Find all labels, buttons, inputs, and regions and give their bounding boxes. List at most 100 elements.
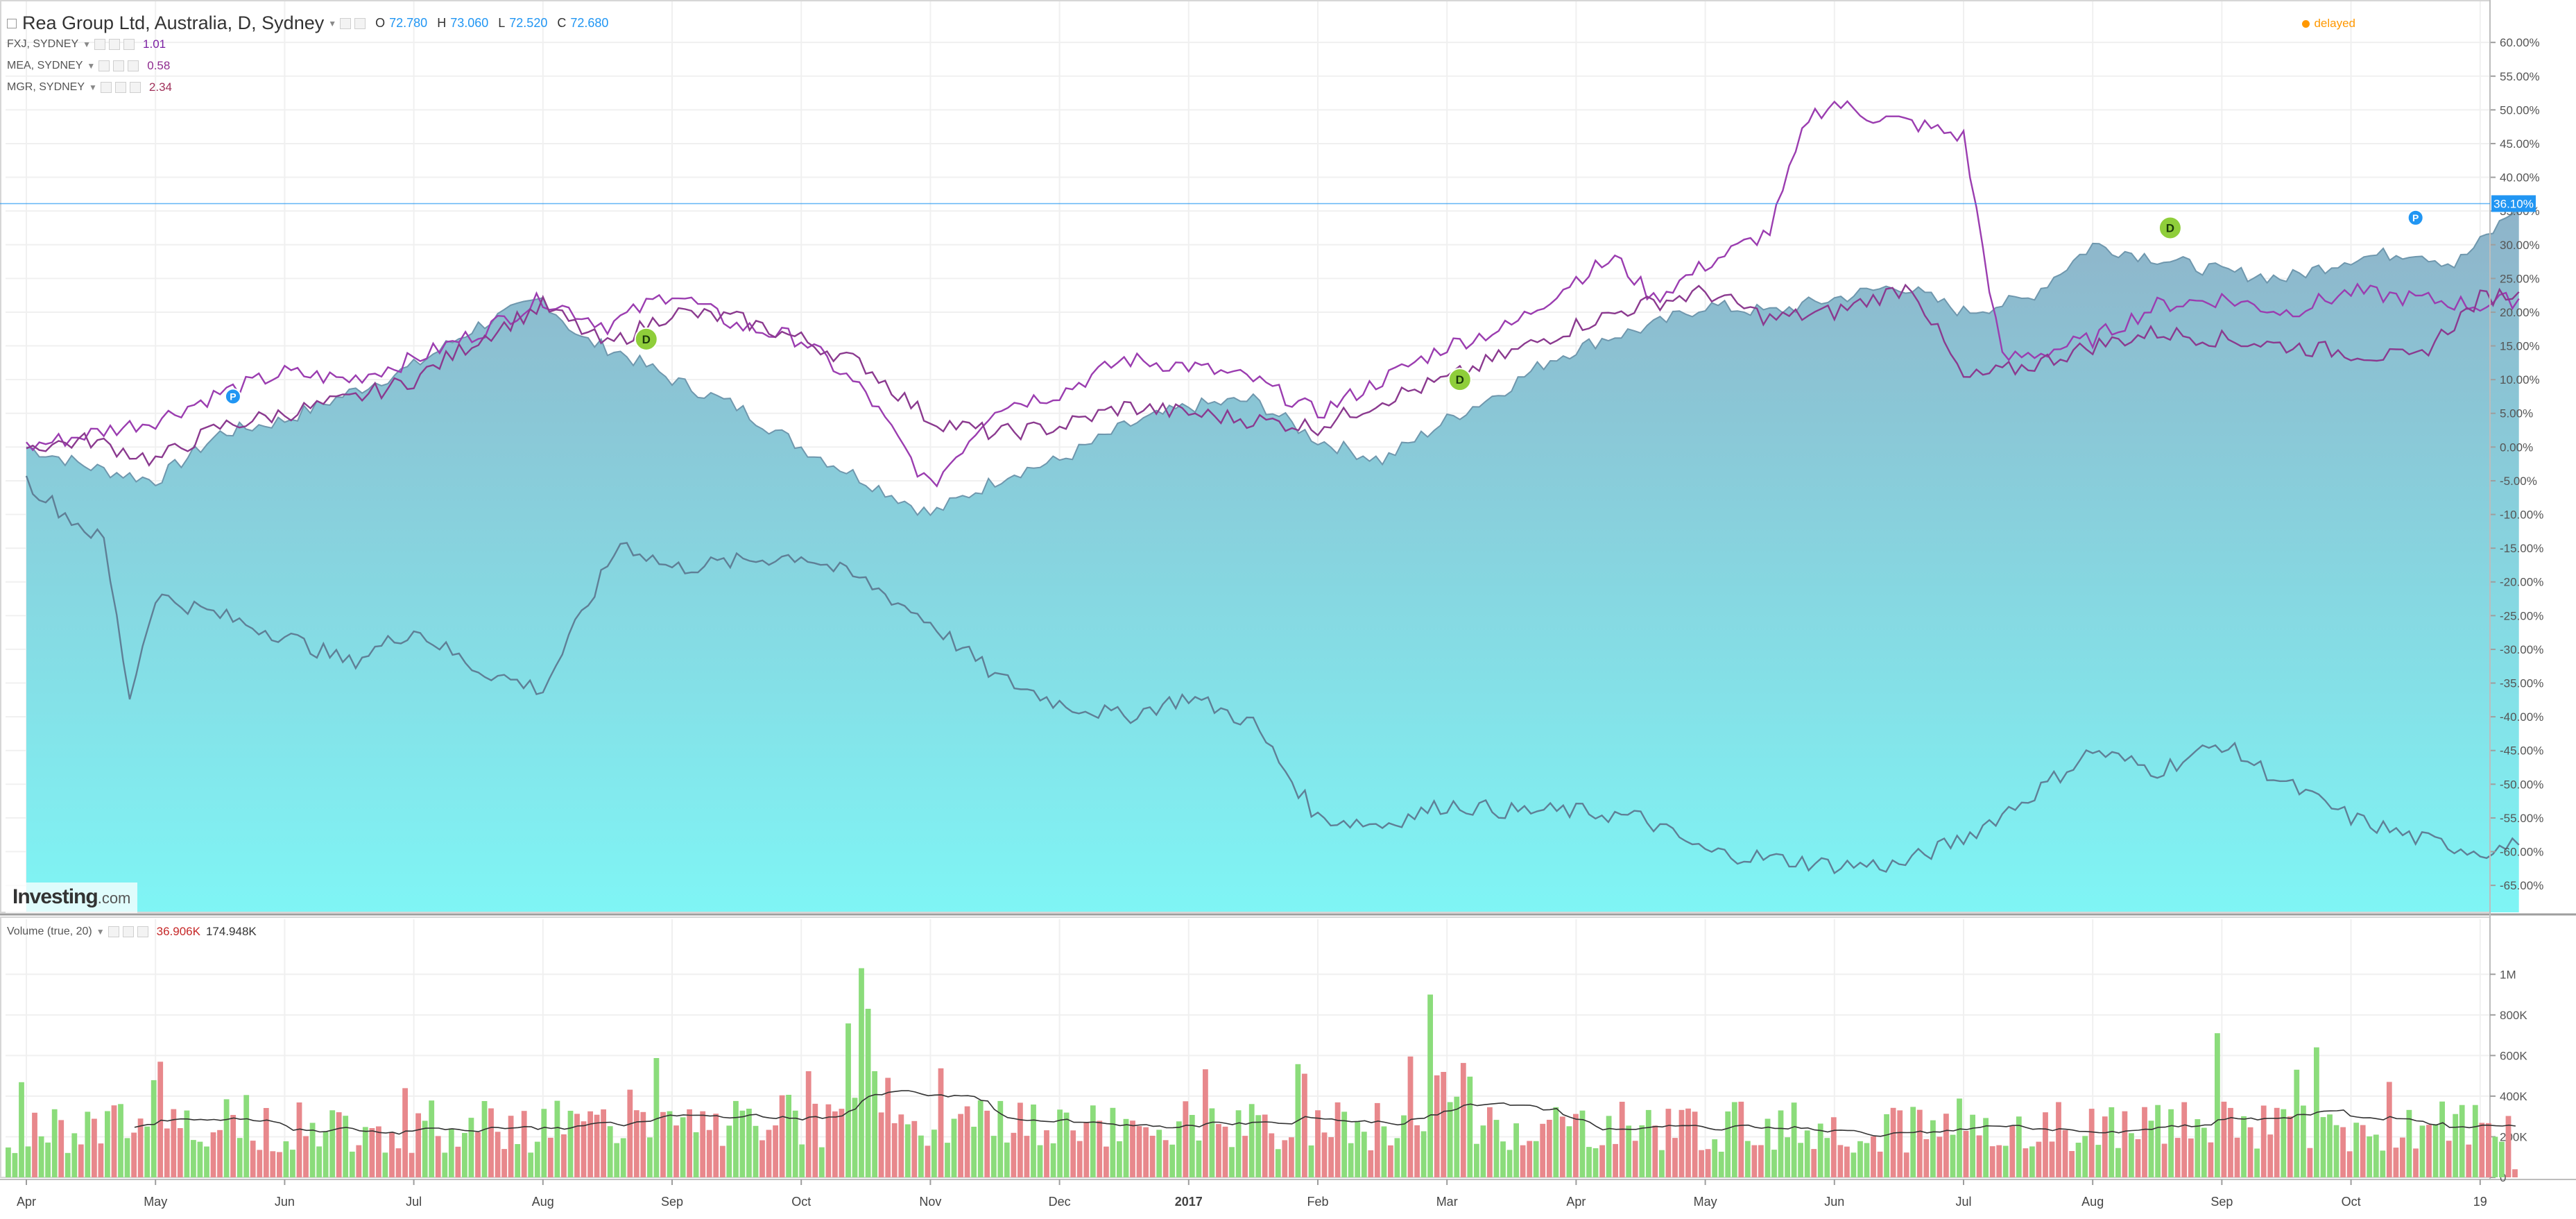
volume-bar [2049, 1141, 2055, 1177]
volume-ma-value: 174.948K [205, 925, 257, 938]
volume-bar [323, 1132, 329, 1177]
compare-symbol-name[interactable]: MGR, SYDNEY [7, 81, 85, 93]
volume-bar [958, 1114, 963, 1177]
volume-bar [2208, 1142, 2214, 1177]
volume-bar [1031, 1105, 1036, 1177]
volume-bar [243, 1095, 250, 1177]
chevron-down-icon[interactable]: ▼ [83, 40, 92, 49]
volume-bar [157, 1062, 164, 1177]
volume-bar [904, 1124, 911, 1177]
settings-icon[interactable] [340, 17, 352, 29]
x-tick-label: Aug [532, 1195, 554, 1209]
volume-label[interactable]: Volume (true, 20) [7, 926, 92, 937]
visibility-icon[interactable] [98, 60, 110, 71]
volume-bar [839, 1109, 845, 1177]
chevron-down-icon[interactable]: ▼ [328, 18, 337, 28]
close-icon[interactable] [123, 39, 135, 50]
close-icon[interactable] [129, 82, 141, 93]
chevron-down-icon[interactable]: ▼ [87, 61, 96, 71]
volume-bar [938, 1068, 944, 1177]
volume-bar [2082, 1136, 2088, 1177]
collapse-icon[interactable] [7, 18, 17, 28]
compare-symbol-name[interactable]: MEA, SYDNEY [7, 60, 83, 71]
settings-icon[interactable] [122, 926, 134, 937]
volume-bar [898, 1114, 904, 1177]
volume-bar [296, 1102, 302, 1177]
main-symbol-label[interactable]: Rea Group Ltd, Australia, D, Sydney [22, 12, 325, 33]
volume-bar [369, 1128, 375, 1177]
chevron-down-icon[interactable]: ▼ [89, 83, 97, 92]
volume-bar [1110, 1107, 1116, 1177]
volume-bar [2413, 1148, 2419, 1177]
settings-icon[interactable] [113, 60, 125, 71]
volume-bar [2201, 1127, 2207, 1177]
close-icon[interactable] [128, 60, 139, 71]
y-tick-label: -40.00% [2500, 710, 2543, 724]
volume-bar [85, 1111, 91, 1177]
volume-bar [1083, 1122, 1090, 1177]
compare-lines [25, 100, 2520, 875]
volume-bar [1308, 1145, 1314, 1177]
ohlc-open-value: 72.780 [389, 16, 428, 30]
x-tick-label: Jul [406, 1195, 422, 1209]
volume-bar [1162, 1140, 1169, 1177]
volume-bar [2029, 1146, 2035, 1177]
volume-bar [733, 1100, 739, 1177]
volume-bar [1348, 1143, 1354, 1177]
volume-bar [124, 1138, 130, 1177]
volume-bar [455, 1146, 461, 1177]
series-line-fxj [26, 100, 2520, 488]
visibility-icon[interactable] [100, 82, 112, 93]
volume-bar [1156, 1130, 1162, 1177]
volume-bar [2287, 1116, 2293, 1177]
volume-bar [1057, 1109, 1063, 1177]
volume-bar [105, 1111, 110, 1177]
volume-bar [1097, 1120, 1103, 1177]
series-line-rea-group [26, 203, 2520, 517]
volume-bar [1394, 1138, 1400, 1177]
compare-symbol-name[interactable]: FXJ, SYDNEY [7, 38, 79, 50]
chevron-down-icon[interactable]: ▼ [96, 927, 105, 937]
visibility-icon[interactable] [108, 926, 119, 937]
volume-bar [1579, 1110, 1586, 1177]
volume-bar [620, 1138, 626, 1177]
volume-bar [1586, 1147, 1592, 1177]
compare-symbol-value: 2.34 [148, 80, 172, 94]
close-icon[interactable] [137, 926, 148, 937]
volume-y-tick-label: 800K [2500, 1009, 2527, 1022]
volume-bar [1275, 1149, 1281, 1177]
ohlc-low-value: 72.520 [509, 16, 548, 30]
close-icon[interactable] [354, 17, 366, 29]
settings-icon[interactable] [109, 39, 121, 50]
y-tick-label: 10.00% [2500, 373, 2540, 386]
volume-bar [1434, 1075, 1440, 1177]
investing-logo[interactable]: Investing.com [6, 883, 138, 913]
split-marker [224, 388, 241, 405]
series-line-mea [26, 283, 2520, 467]
volume-bar [1857, 1141, 1863, 1177]
volume-bar [567, 1111, 574, 1177]
volume-moving-average-line [134, 1090, 2516, 1137]
settings-icon[interactable] [114, 82, 126, 93]
volume-bar [1718, 1152, 1724, 1177]
volume-bar [1527, 1141, 1533, 1177]
volume-bar [481, 1101, 488, 1177]
volume-bar [250, 1141, 256, 1177]
y-tick-label: 45.00% [2500, 137, 2540, 151]
volume-bar [680, 1117, 686, 1177]
volume-bar [1897, 1110, 1903, 1177]
visibility-icon[interactable] [94, 39, 106, 50]
volume-bar [607, 1126, 613, 1177]
volume-bar [832, 1111, 838, 1177]
volume-bar [2479, 1123, 2485, 1177]
y-tick-label: 55.00% [2500, 70, 2540, 83]
volume-bar [1758, 1145, 1764, 1177]
volume-bar [687, 1109, 692, 1177]
volume-bar [402, 1088, 408, 1177]
volume-bar [2036, 1141, 2042, 1177]
volume-bar [230, 1115, 236, 1177]
volume-bar [2327, 1114, 2333, 1177]
volume-bar [2122, 1111, 2128, 1177]
